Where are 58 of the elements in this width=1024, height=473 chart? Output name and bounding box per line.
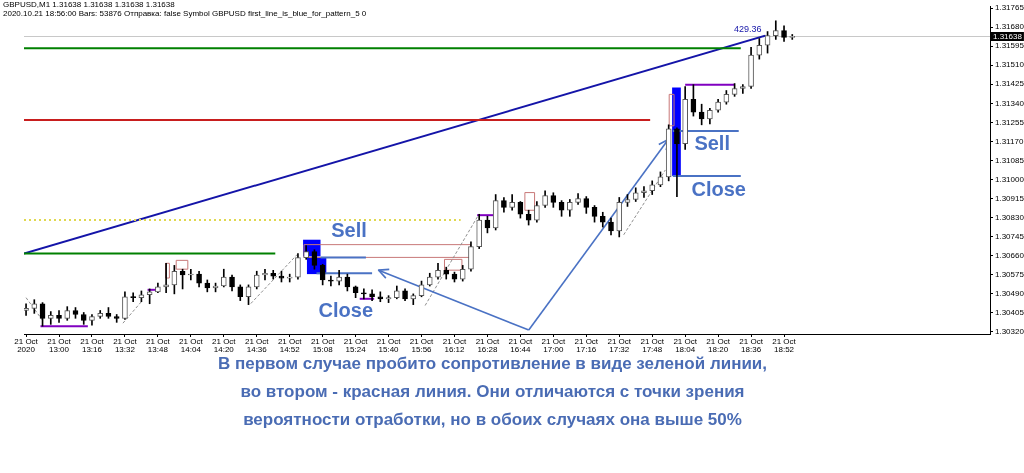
y-tick-label: 1.31000	[995, 174, 1024, 184]
x-tick-label: 21 Oct 18:04	[673, 337, 698, 355]
y-tick-label: 1.30320	[995, 327, 1024, 337]
x-tick-label: 21 Oct 14:20	[212, 337, 237, 355]
annotation: Close	[691, 178, 746, 201]
candlestick	[641, 186, 647, 198]
y-tick-label: 1.30660	[995, 250, 1024, 260]
x-tick-label: 21 Oct 15:56	[409, 337, 435, 355]
x-tick-label: 21 Oct 13:48	[146, 337, 171, 355]
y-tick-label: 1.31595	[995, 41, 1024, 51]
candlestick	[188, 268, 194, 281]
y-tick-label: 1.30575	[995, 270, 1024, 280]
x-tick-label: 21 Oct 16:44	[508, 337, 533, 355]
annotation: Sell	[694, 131, 730, 154]
x-tick-label: 21 Oct 15:08	[310, 337, 336, 355]
y-tick-label: 1.31680	[995, 22, 1024, 32]
candlestick	[47, 311, 54, 325]
text: В первом случае пробито сопротивление в виде зеленой линии, во втором - красная линия. Они отличаются с точки зрения вероятности отработки, но в обоих случаях она выше 50%	[216, 353, 769, 431]
y-tick-label: 1.30490	[995, 289, 1024, 299]
y-tick-label: 1.31425	[995, 79, 1024, 89]
x-tick-label: 21 Oct 14:52	[277, 337, 303, 355]
x-tick-label: 21 Oct 13:16	[80, 337, 105, 355]
x-tick-label: 21 Oct 17:16	[574, 337, 599, 355]
x-tick-label: 21 Oct 2020	[14, 337, 39, 355]
candlestick	[130, 292, 136, 303]
y-tick-label: 1.31510	[995, 60, 1024, 70]
x-tick-label: 21 Oct 16:12	[442, 337, 468, 355]
y-tick-label: 1.30915	[995, 193, 1024, 203]
candlestick	[24, 303, 29, 316]
x-tick-label: 21 Oct 17:48	[640, 337, 665, 355]
y-tick-label: 1.30405	[995, 308, 1024, 318]
y-tick-label: 1.31170	[995, 136, 1024, 146]
x-tick-label: 21 Oct 16:28	[475, 337, 500, 355]
y-tick-label: 1.31255	[995, 117, 1024, 127]
x-tick-label: 21 Oct 15:40	[376, 337, 402, 355]
candlestick	[361, 288, 367, 300]
x-tick-label: 21 Oct 18:52	[772, 337, 797, 355]
chart-subtitle: 2020.10.21 18:56:00 Bars: 53876 Отправка: false Symbol GBPUSD first_line_is_blue_for_pattern_5 0	[3, 9, 367, 18]
candlestick	[328, 275, 334, 287]
y-tick-label: 1.30745	[995, 231, 1024, 241]
x-tick-label: 21 Oct 14:04	[179, 337, 204, 355]
annotation: Sell	[331, 219, 367, 242]
x-tick-label: 21 Oct 18:36	[739, 337, 764, 355]
y-tick-label: 1.31085	[995, 155, 1024, 165]
x-tick-label: 21 Oct 13:32	[113, 337, 138, 355]
x-tick-label: 21 Oct 18:20	[706, 337, 731, 355]
x-tick-label: 21 Oct 15:24	[343, 337, 369, 355]
y-tick-label: 1.31765	[995, 3, 1024, 13]
series-label: 429.36	[733, 23, 762, 34]
ref-line-label: 1.31638	[993, 32, 1023, 42]
x-tick-label: 21 Oct 17:00	[541, 337, 566, 355]
y-tick-label: 1.31340	[995, 98, 1024, 108]
x-tick-label: 21 Oct 17:32	[607, 337, 632, 355]
x-tick-label: 21 Oct 14:36	[244, 337, 270, 355]
x-tick-label: 21 Oct 13:00	[47, 337, 72, 355]
y-tick-label: 1.30830	[995, 212, 1024, 222]
chart-title: GBPUSD,M1 1.31638 1.31638 1.31638 1.31638	[3, 0, 176, 9]
annotation: Close	[318, 298, 374, 321]
